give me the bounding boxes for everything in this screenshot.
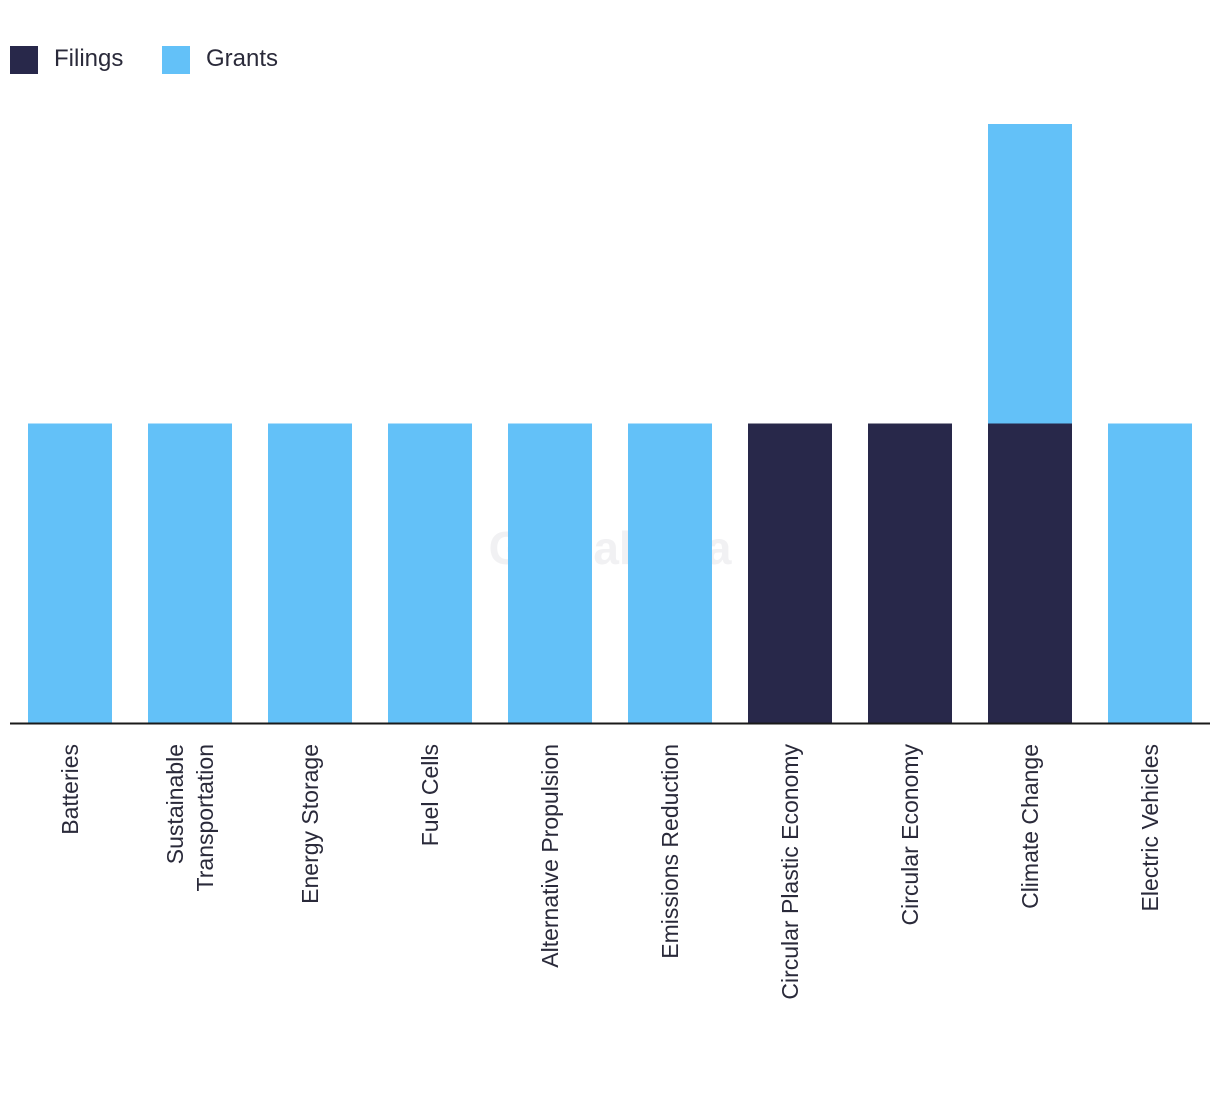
x-tick-label: Circular Plastic Economy bbox=[777, 744, 803, 1000]
x-tick-label: Climate Change bbox=[1017, 744, 1043, 909]
x-tick-labels: Batteries Sustainable Transportation Energy… bbox=[57, 744, 1163, 1000]
bar-filings-7 bbox=[868, 423, 952, 723]
bars bbox=[28, 124, 1192, 723]
bar-grants-0 bbox=[28, 423, 112, 723]
legend: Filings Grants bbox=[10, 45, 278, 74]
x-tick-label: Transportation bbox=[192, 744, 218, 891]
bar-grants-5 bbox=[628, 423, 712, 723]
x-tick-label: Fuel Cells bbox=[417, 744, 443, 846]
bar-grants-3 bbox=[388, 423, 472, 723]
bar-grants-2 bbox=[268, 423, 352, 723]
legend-swatch-grants bbox=[162, 46, 190, 74]
x-tick-label-group: Electric Vehicles bbox=[1137, 744, 1163, 911]
x-tick-label-group: Circular Economy bbox=[897, 744, 923, 926]
x-tick-label: Electric Vehicles bbox=[1137, 744, 1163, 911]
x-tick-label: Batteries bbox=[57, 744, 83, 835]
legend-label-filings: Filings bbox=[54, 45, 123, 72]
legend-swatch-filings bbox=[10, 46, 38, 74]
x-tick-label: Emissions Reduction bbox=[657, 744, 683, 959]
bar-grants-4 bbox=[508, 423, 592, 723]
bar-filings-8 bbox=[988, 423, 1072, 723]
x-tick-label-group: Climate Change bbox=[1017, 744, 1043, 909]
x-tick-label: Sustainable bbox=[162, 744, 188, 864]
bar-filings-6 bbox=[748, 423, 832, 723]
bar-grants-1 bbox=[148, 423, 232, 723]
x-tick-label-group: Alternative Propulsion bbox=[537, 744, 563, 968]
legend-label-grants: Grants bbox=[206, 45, 278, 72]
x-tick-label-group: Energy Storage bbox=[297, 744, 323, 904]
x-tick-label-group: Emissions Reduction bbox=[657, 744, 683, 959]
x-tick-label-group: Circular Plastic Economy bbox=[777, 744, 803, 1000]
x-tick-label: Alternative Propulsion bbox=[537, 744, 563, 968]
x-tick-label-group: Sustainable Transportation bbox=[162, 744, 218, 891]
bar-grants-8 bbox=[988, 124, 1072, 424]
bar-grants-9 bbox=[1108, 423, 1192, 723]
x-tick-label: Circular Economy bbox=[897, 744, 923, 926]
x-tick-label: Energy Storage bbox=[297, 744, 323, 904]
x-tick-label-group: Fuel Cells bbox=[417, 744, 443, 846]
x-tick-label-group: Batteries bbox=[57, 744, 83, 835]
